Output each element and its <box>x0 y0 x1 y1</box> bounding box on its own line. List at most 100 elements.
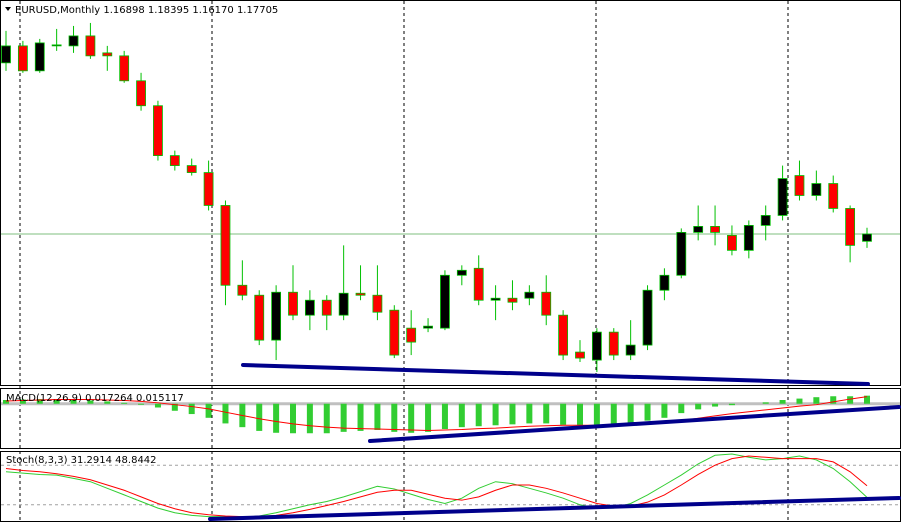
macd-bar <box>830 396 837 404</box>
macd-bar <box>391 403 398 432</box>
candle-body <box>811 183 822 196</box>
candle-body <box>186 165 197 173</box>
candle-body <box>288 291 298 316</box>
candle-body <box>119 55 130 82</box>
candle-body <box>845 208 856 246</box>
candle-body <box>338 292 349 316</box>
candle-body <box>456 269 467 276</box>
trendline <box>368 405 901 443</box>
macd-bar <box>441 403 448 430</box>
macd-title: MACD(12,26,9) 0.017264 0.015117 <box>6 393 184 404</box>
stoch-title: Stoch(8,3,3) 31.2914 48.8442 <box>6 455 157 466</box>
macd-bar <box>273 403 280 433</box>
candle-body <box>828 183 839 209</box>
candle-body <box>203 172 214 206</box>
macd-bar <box>762 402 769 404</box>
macd-bar <box>425 403 432 432</box>
candle-body <box>304 299 315 316</box>
macd-bar <box>357 403 364 431</box>
macd-bar <box>256 403 263 431</box>
macd-bar <box>627 403 634 424</box>
macd-bar <box>340 403 347 432</box>
candle-body <box>102 52 113 57</box>
candle-body <box>777 178 788 216</box>
macd-bar <box>121 402 128 404</box>
macd-bar <box>87 400 94 404</box>
macd-bar <box>19 399 26 404</box>
candle-body <box>862 233 872 242</box>
macd-bar <box>408 403 415 433</box>
period-separators <box>19 1 789 521</box>
macd-bar <box>779 400 786 404</box>
candle-body <box>68 35 79 47</box>
macd-bar <box>577 403 583 426</box>
candle-body <box>17 45 28 72</box>
macd-bar <box>492 403 499 426</box>
macd-bar <box>475 403 482 427</box>
macd-bar <box>813 397 820 404</box>
macd-bar <box>306 403 313 434</box>
macd-bar <box>3 400 9 404</box>
candle-body <box>321 299 332 316</box>
candle-body <box>608 331 619 356</box>
macd-bar <box>53 399 60 404</box>
macd-bar <box>712 403 719 407</box>
candle-body <box>271 291 282 341</box>
candle-body <box>524 291 535 299</box>
candle-body <box>676 231 687 276</box>
candle-body <box>440 274 450 329</box>
candle-body <box>541 291 552 316</box>
macd-bar <box>661 403 668 418</box>
candle-body <box>406 327 417 343</box>
candle-body <box>507 297 518 303</box>
candle-body <box>490 297 501 301</box>
candle-body <box>237 284 248 296</box>
candle-body <box>760 215 771 226</box>
macd-bar <box>695 403 702 410</box>
candle-body <box>51 44 62 47</box>
candle-body <box>710 226 720 233</box>
macd-bar <box>509 403 516 425</box>
trendline <box>208 496 901 521</box>
macd-bar <box>70 399 77 404</box>
candle-body <box>85 35 96 57</box>
macd-bar <box>171 403 178 411</box>
macd-bar <box>154 403 161 408</box>
macd-bar <box>290 403 296 434</box>
candle-body <box>642 289 653 346</box>
macd-bar <box>796 398 803 404</box>
macd-bar <box>222 403 229 424</box>
macd-bar <box>458 403 465 428</box>
macd-bar <box>138 403 145 405</box>
candle-body <box>727 234 737 251</box>
candle-body <box>355 292 366 296</box>
candle-body <box>254 294 265 341</box>
candle-body <box>136 80 146 107</box>
candle-body <box>659 274 670 291</box>
candle-body <box>389 309 400 356</box>
candle-body <box>220 205 231 286</box>
macd-bar <box>728 403 735 406</box>
macd-bar <box>188 403 195 415</box>
candle-body <box>153 105 163 156</box>
candle-body <box>794 175 805 196</box>
macd-bar <box>104 401 111 404</box>
candle-body <box>423 325 433 329</box>
menu-icon[interactable] <box>5 7 11 11</box>
main-title: EURUSD,Monthly 1.16898 1.18395 1.16170 1… <box>15 5 278 16</box>
candle-body <box>1 45 11 64</box>
main-panel <box>0 0 901 386</box>
macd-bar <box>610 403 617 425</box>
candle-body <box>693 226 704 233</box>
candle-body <box>558 314 569 356</box>
candle-body <box>34 42 45 72</box>
macd-bar <box>847 396 854 404</box>
candle-body <box>591 331 602 361</box>
macd-bar <box>205 403 212 418</box>
candle-body <box>473 267 484 301</box>
marks <box>1 22 900 518</box>
candle-body <box>743 225 754 251</box>
macd-bar <box>560 403 567 425</box>
stoch-line <box>5 453 868 518</box>
